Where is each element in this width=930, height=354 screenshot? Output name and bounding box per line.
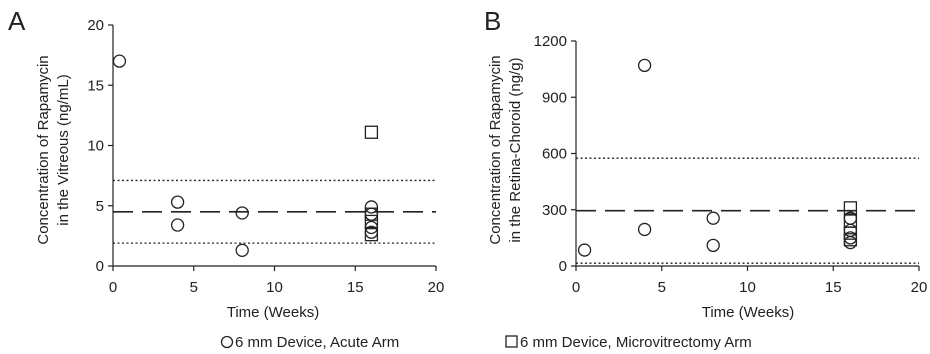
panel-b-ytick-label: 0 [559,258,567,275]
panel-a-circle-point [235,243,249,257]
panel-b-xtick-label: 10 [739,279,756,296]
panel-a-square-point [364,214,379,229]
panel-a-ytick-label: 20 [87,17,104,34]
panel-b-circle-point [843,223,858,238]
panel-a-circle-point [170,195,185,209]
panel-a-xtick-label: 10 [266,279,283,296]
panel-b-circle-point [706,211,720,225]
panel-a-ytick-label: 15 [87,77,104,94]
panel-a-circle-point [170,218,185,232]
panel-b-ylabel-line1: Concentration of Rapamycin [487,55,504,244]
panel-b-circle-point [577,243,592,257]
panel-b-xtick-label: 0 [572,279,580,296]
panel-a-xtick-label: 5 [190,279,198,296]
panel-a-circle-point [364,200,379,214]
panel-a-xlabel: Time (Weeks) [227,304,320,321]
legend-label-microvitrectomy: 6 mm Device, Microvitrectomy Arm [520,334,752,351]
panel-a-ytick-label: 5 [96,198,104,215]
panel-b-xtick-label: 20 [911,279,928,296]
panel-b-ytick-label: 300 [542,202,567,219]
panel-b-xlabel: Time (Weeks) [702,304,795,321]
legend-label-acute: 6 mm Device, Acute Arm [235,334,399,351]
panel-b-letter: B [484,6,501,36]
panel-a: A Concentration of Rapamycin in the Vitr… [8,6,444,321]
panel-b-ylabel-line2: in the Retina-Choroid (ng/g) [507,57,524,242]
panel-b-circle-point [637,58,652,73]
panel-b: B Concentration of Rapamycin in the Reti… [484,6,927,321]
panel-a-square-point [364,228,379,242]
panel-a-ytick-label: 10 [87,138,104,155]
panel-a-letter: A [8,6,26,36]
panel-a-circle-point [112,54,127,68]
panel-a-circle-point [364,207,379,221]
panel-b-ytick-label: 900 [542,89,567,106]
panel-a-square-point [364,207,379,221]
panel-b-square-point [843,233,858,247]
panel-b-square-point [843,214,858,228]
panel-a-square-point [364,125,379,139]
panel-a-ylabel-line1: Concentration of Rapamycin [35,55,52,244]
panel-b-ytick-label: 600 [542,146,567,163]
panel-b-xtick-label: 5 [658,279,666,296]
panel-a-xtick-label: 0 [109,279,117,296]
legend-circle-marker [220,335,234,349]
panel-b-circle-point [637,222,652,237]
legend-square-marker [505,335,518,348]
panel-b-ytick-label: 1200 [534,33,567,50]
panel-b-square-point [843,201,858,215]
panel-a-ylabel-line2: in the Vitreous (ng/mL) [55,74,72,225]
panel-a-circle-point [235,206,249,220]
panel-b-circle-point [706,238,720,253]
panel-b-xtick-label: 15 [825,279,842,296]
panel-a-ytick-label: 0 [96,258,104,275]
panel-a-xtick-label: 20 [428,279,445,296]
panel-a-xtick-label: 15 [347,279,364,296]
legend: 6 mm Device, Acute Arm 6 mm Device, Micr… [220,334,752,351]
